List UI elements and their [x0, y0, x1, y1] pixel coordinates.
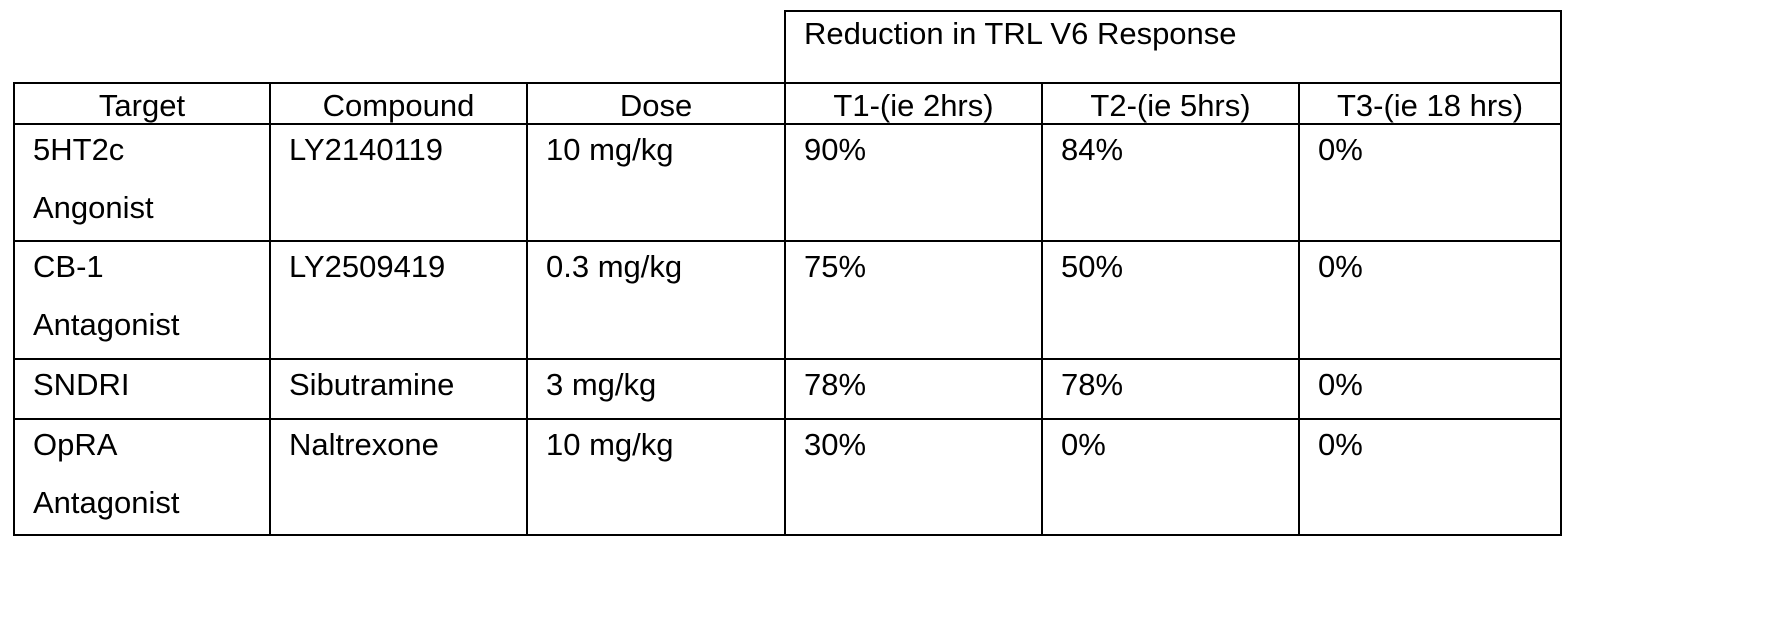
results-table: Reduction in TRL V6 Response Target Comp…: [13, 10, 1562, 536]
compound-value: Naltrexone: [289, 419, 526, 474]
t3-value: 0%: [1318, 241, 1560, 296]
target-cell: 5HT2c Angonist: [14, 124, 270, 241]
blank-header-cell: [14, 11, 785, 83]
t1-cell: 78%: [785, 359, 1042, 419]
target-line: OpRA: [33, 419, 269, 474]
target-cell: OpRA Antagonist: [14, 419, 270, 535]
table-row: CB-1 Antagonist LY2509419 0.3 mg/kg 75% …: [14, 241, 1561, 359]
compound-cell: Sibutramine: [270, 359, 527, 419]
t1-cell: 75%: [785, 241, 1042, 359]
compound-value: Sibutramine: [289, 359, 526, 414]
dose-value: 10 mg/kg: [546, 419, 784, 474]
t2-value: 84%: [1061, 124, 1298, 179]
compound-value: LY2509419: [289, 241, 526, 296]
t2-value: 0%: [1061, 419, 1298, 474]
dose-value: 3 mg/kg: [546, 359, 784, 414]
dose-value: 0.3 mg/kg: [546, 241, 784, 296]
column-header-dose: Dose: [527, 83, 785, 124]
t1-value: 90%: [804, 124, 1041, 179]
compound-cell: Naltrexone: [270, 419, 527, 535]
t1-value: 75%: [804, 241, 1041, 296]
t3-value: 0%: [1318, 419, 1560, 474]
group-header-cell: Reduction in TRL V6 Response: [785, 11, 1561, 83]
t3-cell: 0%: [1299, 124, 1561, 241]
compound-cell: LY2509419: [270, 241, 527, 359]
target-line: Antagonist: [33, 474, 269, 532]
table-row: SNDRI Sibutramine 3 mg/kg 78% 78% 0%: [14, 359, 1561, 419]
t1-value: 30%: [804, 419, 1041, 474]
group-header-row: Reduction in TRL V6 Response: [14, 11, 1561, 83]
dose-value: 10 mg/kg: [546, 124, 784, 179]
t2-value: 50%: [1061, 241, 1298, 296]
target-line: CB-1: [33, 241, 269, 296]
target-cell: SNDRI: [14, 359, 270, 419]
table-row: 5HT2c Angonist LY2140119 10 mg/kg 90% 84…: [14, 124, 1561, 241]
target-line: Angonist: [33, 179, 269, 237]
t2-cell: 50%: [1042, 241, 1299, 359]
table-row: OpRA Antagonist Naltrexone 10 mg/kg 30% …: [14, 419, 1561, 535]
column-header-target: Target: [14, 83, 270, 124]
column-header-compound: Compound: [270, 83, 527, 124]
t2-value: 78%: [1061, 359, 1298, 414]
target-line: 5HT2c: [33, 124, 269, 179]
t2-cell: 0%: [1042, 419, 1299, 535]
column-header-t2: T2-(ie 5hrs): [1042, 83, 1299, 124]
t3-value: 0%: [1318, 124, 1560, 179]
dose-cell: 3 mg/kg: [527, 359, 785, 419]
compound-cell: LY2140119: [270, 124, 527, 241]
t1-cell: 90%: [785, 124, 1042, 241]
dose-cell: 10 mg/kg: [527, 124, 785, 241]
compound-value: LY2140119: [289, 124, 526, 179]
t2-cell: 78%: [1042, 359, 1299, 419]
target-line: SNDRI: [33, 359, 269, 414]
t3-cell: 0%: [1299, 419, 1561, 535]
t1-value: 78%: [804, 359, 1041, 414]
t1-cell: 30%: [785, 419, 1042, 535]
dose-cell: 0.3 mg/kg: [527, 241, 785, 359]
column-header-row: Target Compound Dose T1-(ie 2hrs) T2-(ie…: [14, 83, 1561, 124]
t2-cell: 84%: [1042, 124, 1299, 241]
t3-value: 0%: [1318, 359, 1560, 414]
target-cell: CB-1 Antagonist: [14, 241, 270, 359]
t3-cell: 0%: [1299, 359, 1561, 419]
column-header-t3: T3-(ie 18 hrs): [1299, 83, 1561, 124]
column-header-t1: T1-(ie 2hrs): [785, 83, 1042, 124]
dose-cell: 10 mg/kg: [527, 419, 785, 535]
target-line: Antagonist: [33, 296, 269, 354]
t3-cell: 0%: [1299, 241, 1561, 359]
